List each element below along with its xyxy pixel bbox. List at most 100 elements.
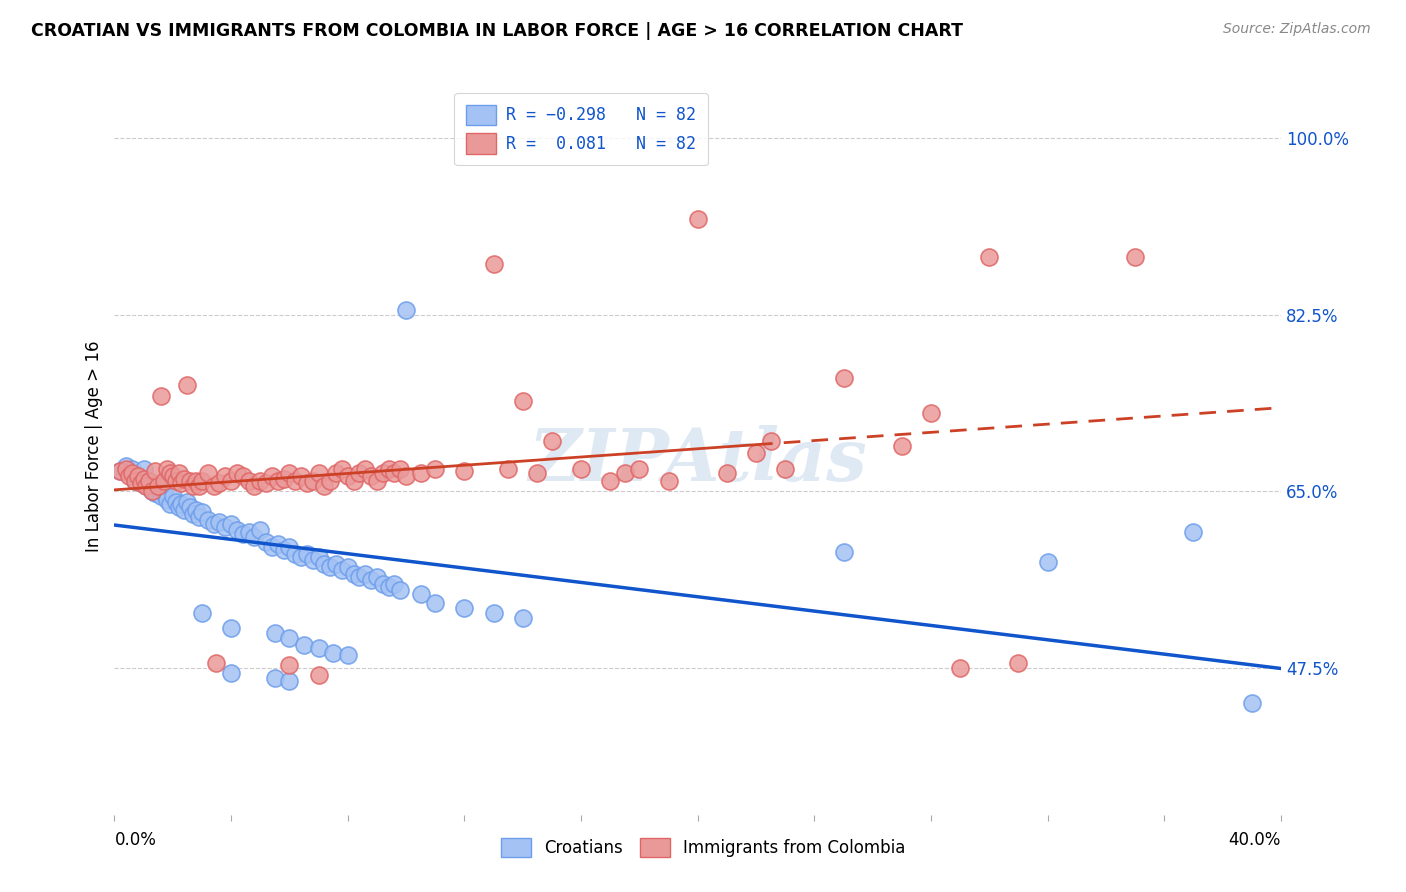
Point — [745, 446, 768, 460]
Point — [409, 467, 432, 481]
Point — [118, 467, 141, 481]
Point — [191, 606, 214, 620]
Point — [179, 500, 201, 514]
Legend: Croatians, Immigrants from Colombia: Croatians, Immigrants from Colombia — [494, 831, 912, 864]
Point — [176, 378, 198, 392]
Point — [949, 661, 972, 675]
Point — [319, 560, 342, 574]
Point — [395, 469, 418, 483]
Point — [162, 469, 184, 483]
Point — [613, 467, 636, 481]
Point — [409, 587, 432, 601]
Point — [890, 439, 912, 453]
Point — [124, 475, 146, 489]
Point — [278, 658, 301, 673]
Point — [425, 595, 447, 609]
Point — [150, 490, 173, 504]
Point — [173, 502, 195, 516]
Point — [202, 479, 225, 493]
Point — [208, 515, 231, 529]
Point — [425, 462, 447, 476]
Point — [308, 550, 330, 565]
Point — [156, 462, 179, 476]
Point — [181, 479, 204, 493]
Point — [349, 570, 371, 584]
Point — [173, 472, 195, 486]
Text: 0.0%: 0.0% — [114, 831, 156, 849]
Point — [214, 469, 236, 483]
Point — [1007, 656, 1029, 670]
Point — [141, 484, 163, 499]
Point — [191, 475, 214, 489]
Point — [377, 462, 399, 476]
Point — [1240, 697, 1263, 711]
Text: CROATIAN VS IMMIGRANTS FROM COLOMBIA IN LABOR FORCE | AGE > 16 CORRELATION CHART: CROATIAN VS IMMIGRANTS FROM COLOMBIA IN … — [31, 22, 963, 40]
Point — [263, 625, 285, 640]
Point — [453, 464, 475, 478]
Point — [336, 469, 359, 483]
Point — [759, 434, 782, 448]
Point — [159, 467, 181, 481]
Point — [138, 475, 160, 489]
Point — [132, 462, 155, 476]
Point — [301, 475, 323, 489]
Point — [308, 640, 330, 655]
Point — [121, 467, 143, 481]
Point — [920, 406, 942, 420]
Point — [284, 547, 307, 561]
Point — [1182, 524, 1205, 539]
Point — [330, 462, 353, 476]
Point — [197, 513, 219, 527]
Point — [366, 570, 388, 584]
Point — [167, 467, 190, 481]
Point — [292, 638, 315, 652]
Point — [290, 469, 312, 483]
Point — [314, 557, 336, 571]
Point — [371, 467, 394, 481]
Point — [205, 656, 228, 670]
Point — [273, 472, 295, 486]
Point — [115, 462, 138, 476]
Point — [146, 479, 169, 493]
Point — [290, 550, 312, 565]
Point — [184, 502, 207, 516]
Point — [389, 583, 412, 598]
Point — [118, 469, 141, 483]
Point — [336, 648, 359, 662]
Point — [176, 494, 198, 508]
Point — [599, 475, 621, 489]
Point — [284, 475, 307, 489]
Point — [170, 476, 193, 491]
Point — [243, 479, 266, 493]
Point — [254, 476, 277, 491]
Point — [179, 475, 201, 489]
Point — [153, 475, 176, 489]
Point — [382, 577, 405, 591]
Point — [124, 475, 146, 489]
Point — [143, 464, 166, 478]
Point — [366, 475, 388, 489]
Point — [165, 475, 187, 489]
Point — [115, 459, 138, 474]
Point — [188, 479, 211, 493]
Point — [135, 479, 157, 493]
Text: 40.0%: 40.0% — [1229, 831, 1281, 849]
Point — [301, 553, 323, 567]
Point — [360, 574, 382, 588]
Point — [219, 516, 242, 531]
Point — [156, 492, 179, 507]
Point — [184, 475, 207, 489]
Point — [232, 526, 254, 541]
Point — [238, 475, 260, 489]
Point — [225, 467, 247, 481]
Point — [322, 646, 344, 660]
Point — [382, 467, 405, 481]
Point — [132, 472, 155, 486]
Point — [482, 606, 505, 620]
Point — [657, 475, 679, 489]
Point — [832, 371, 855, 385]
Point — [267, 537, 290, 551]
Point — [342, 475, 364, 489]
Point — [159, 497, 181, 511]
Point — [127, 469, 149, 483]
